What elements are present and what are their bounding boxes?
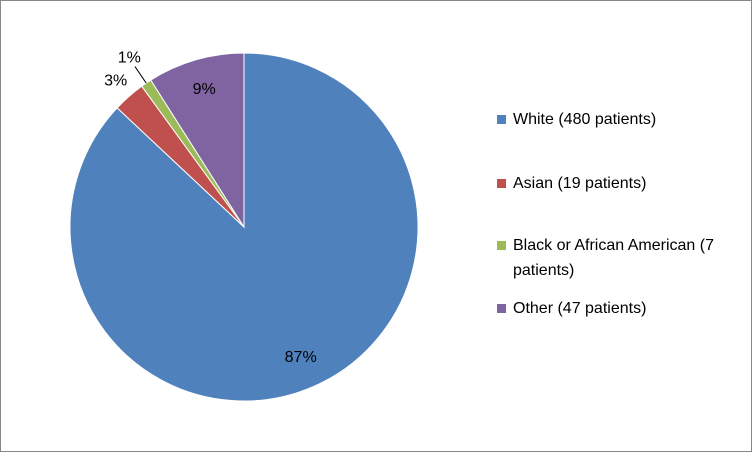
legend-label: Black or African American (7 patients) <box>513 237 714 279</box>
legend-label: Asian (19 patients) <box>513 175 647 192</box>
data-label: 3% <box>104 73 127 90</box>
legend-swatch <box>497 304 506 313</box>
leader-line <box>134 66 147 84</box>
data-label: 87% <box>285 349 317 366</box>
data-label: 1% <box>118 49 141 66</box>
legend-label: White (480 patients) <box>513 111 657 128</box>
legend-entry: Black or African American (7 patients) <box>497 233 737 283</box>
legend-swatch <box>497 179 506 188</box>
legend-swatch <box>497 115 506 124</box>
legend-label: Other (47 patients) <box>513 300 647 317</box>
legend-swatch <box>497 241 506 250</box>
legend-entry: White (480 patients) <box>497 107 737 132</box>
pie-slice <box>150 52 245 229</box>
legend-entry: Asian (19 patients) <box>497 171 737 196</box>
data-label: 9% <box>193 81 216 98</box>
legend-entry: Other (47 patients) <box>497 296 737 321</box>
